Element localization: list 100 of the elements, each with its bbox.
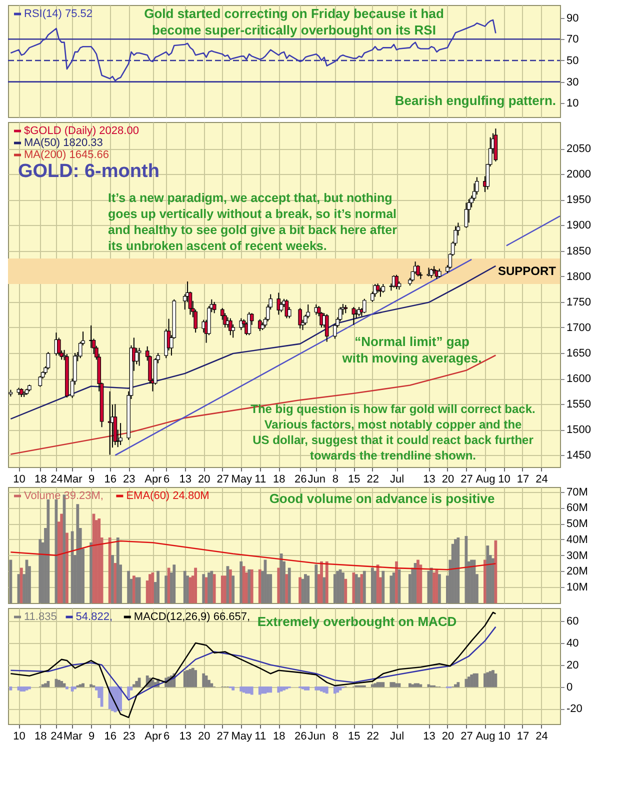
bar [277,568,280,604]
annotation: Extremely overbought on MACD [257,614,457,629]
bar [138,678,141,688]
x-tick-label: 10 [498,730,510,742]
bar [250,569,254,604]
legend-label: MA(50) 1820.33 [24,137,103,149]
y-tick-label: 70M [566,486,588,498]
bar [127,570,130,604]
x-tick-label: 6 [164,474,170,486]
bar [301,686,304,690]
x-tick-label: Mar [63,474,83,486]
x-tick-label: 10 [498,474,510,486]
bar [250,686,254,695]
y-tick-label: 20M [566,566,588,578]
bar [116,538,120,604]
x-tick-label: 13 [179,474,192,486]
bar [208,680,210,688]
legend-label: RSI(14) 75.52 [24,8,92,20]
candlestick [464,202,468,228]
x-tick-label: 18 [34,730,47,742]
x-tick-label: 23 [122,474,136,486]
candlestick [276,292,281,316]
bar [164,576,168,604]
bar [74,686,76,690]
bar [486,672,490,688]
y-tick-label: 1450 [566,450,591,462]
annotation: Gold started correcting on Friday because it had become super-critically overbought on its RSI [144,6,444,38]
bar [202,574,206,604]
x-tick-label: 9 [88,474,95,486]
x-tick-label: 11 [254,730,266,742]
y-tick-label: 60 [566,616,579,628]
x-tick-label: 17 [516,730,530,742]
x-tick-label: 6 [164,730,170,742]
bar [382,682,385,688]
bar [344,578,348,604]
bar [314,686,318,690]
bar [156,570,160,604]
bar [398,683,401,688]
bar [494,674,498,688]
legend-label: Volume 39.23M, [24,490,104,502]
bar [70,531,74,604]
bar [224,576,226,604]
bar [432,572,436,604]
x-tick-label: Apr [144,730,162,742]
x-tick-label: 11 [254,474,266,486]
bar [210,683,214,688]
x-tick-label: Apr [144,474,162,486]
x-tick-label: 20 [198,474,210,486]
bar [212,574,216,604]
x-tick-label: Jul [390,474,404,486]
x-tick-label: 27 [460,730,473,742]
y-tick-label: 30 [566,76,579,88]
x-tick-label: 13 [179,730,192,742]
bar [210,570,214,604]
x-tick-label: 18 [273,474,286,486]
bar [269,574,272,604]
bar [204,676,208,688]
bar [306,686,310,690]
x-tick-label: 24 [50,474,63,486]
bar [127,686,130,698]
x-tick-label: Jul [390,730,404,742]
bar [240,561,243,604]
y-tick-label: 2050 [566,143,591,156]
x-tick-label: 15 [348,730,360,742]
bar [320,561,323,604]
bar [138,577,141,604]
bar [456,682,460,688]
candlestick [362,298,366,314]
y-tick-label: 0 [566,681,573,694]
x-tick-label: Aug [476,474,496,486]
legend-label: MACD(12,26,9) 66.657, [134,611,250,623]
bar [314,564,318,604]
y-tick-label: 30M [566,550,588,562]
y-tick-label: 90 [566,12,579,24]
x-tick-label: 22 [366,474,380,486]
x-tick-label: 27 [216,474,229,486]
bar [298,577,302,604]
y-tick-label: 20 [566,659,579,672]
x-tick-label: May [231,474,253,486]
bar [111,555,114,604]
x-tick-label: 16 [104,730,116,742]
bar [390,682,393,688]
bar [306,576,310,604]
bar [374,683,377,688]
bar [90,542,93,604]
band-label: SUPPORT [498,264,557,278]
x-tick-label: 20 [442,474,454,486]
y-tick-label: 1950 [566,194,591,206]
bar [325,686,328,694]
bar [475,673,478,688]
bar [325,561,328,604]
bar [269,686,272,693]
x-tick-label: 13 [423,474,436,486]
x-tick-label: Jun [308,474,326,486]
bar [285,686,288,690]
bar [194,670,198,688]
x-tick-label: 15 [348,474,360,486]
y-tick-label: 1750 [566,296,591,308]
annotation: The big question is how far gold will correct back. Various factors, most notably copper and the US dollar, suggest that it could react back further towards the trendline shown. [250,402,536,462]
bar [90,684,93,688]
